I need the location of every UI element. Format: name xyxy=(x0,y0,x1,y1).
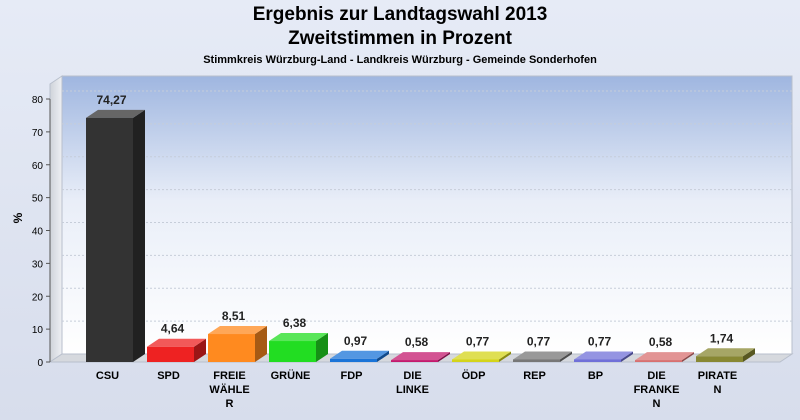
y-tick-label: 80 xyxy=(32,95,44,106)
bar xyxy=(86,109,145,362)
bar-front xyxy=(696,356,743,362)
bar xyxy=(513,351,572,362)
bar-top xyxy=(513,351,572,360)
y-tick-label: 70 xyxy=(32,128,44,139)
bar xyxy=(635,352,694,362)
data-label: 0,77 xyxy=(588,334,612,348)
x-tick-label: BP xyxy=(588,370,603,382)
x-tick-label: CSU xyxy=(96,370,119,382)
x-tick-label: REP xyxy=(523,370,546,382)
bar-top xyxy=(86,109,145,118)
bar xyxy=(147,338,206,362)
x-tick-label: SPD xyxy=(157,370,180,382)
data-label: 0,77 xyxy=(466,334,490,348)
x-tick-label: FDP xyxy=(341,370,363,382)
bar-side xyxy=(377,350,389,362)
chart-subtitle: Zweitstimmen in Prozent xyxy=(288,28,512,49)
bar-side xyxy=(194,338,206,362)
bar xyxy=(330,350,389,362)
y-tick-label: 40 xyxy=(32,227,44,238)
bar xyxy=(574,351,633,362)
bar-side xyxy=(438,352,450,362)
y-tick-label: 30 xyxy=(32,259,44,270)
y-tick-label: 0 xyxy=(37,358,43,369)
bar-top xyxy=(696,348,755,357)
bar-series: 74,27 4,64 8,51 6,38 0,97 0,58 0,77 0,77 0,77 0,5… xyxy=(86,93,755,362)
bar-side xyxy=(743,348,755,362)
x-tick-label: DIE LINKE xyxy=(396,370,429,396)
bar-top xyxy=(635,352,694,361)
data-label: 6,38 xyxy=(283,316,307,330)
bar-front xyxy=(452,359,499,362)
bar-top xyxy=(269,333,328,342)
data-label: 0,58 xyxy=(649,335,673,349)
bar-side xyxy=(621,351,633,362)
bar-front xyxy=(391,360,438,362)
x-tick-label: FREIE WÄHLE R xyxy=(209,370,249,410)
bar xyxy=(269,333,328,362)
bar-front xyxy=(574,359,621,362)
data-label: 1,74 xyxy=(710,331,734,345)
bar-front xyxy=(208,334,255,362)
bar-front xyxy=(86,117,133,362)
data-label: 0,97 xyxy=(344,334,368,348)
data-label: 4,64 xyxy=(161,322,185,336)
bar-top xyxy=(391,352,450,361)
bar-front xyxy=(269,341,316,362)
left-wall xyxy=(49,75,63,363)
chart-location: Stimmkreis Würzburg-Land - Landkreis Wür… xyxy=(203,54,597,66)
bar-front xyxy=(330,358,377,362)
bar-front xyxy=(513,359,560,362)
chart-title: Ergebnis zur Landtagswahl 2013 xyxy=(252,4,548,25)
bar-side xyxy=(682,352,694,362)
x-tick-label: GRÜNE xyxy=(271,369,311,382)
bar-front xyxy=(147,346,194,362)
data-label: 74,27 xyxy=(96,93,126,107)
data-label: 8,51 xyxy=(222,309,246,323)
bar-side xyxy=(255,326,267,362)
bar-top xyxy=(147,338,206,347)
bar xyxy=(208,326,267,362)
x-tick-label: PIRATE N xyxy=(698,370,738,396)
bar xyxy=(696,348,755,362)
bar-top xyxy=(574,351,633,360)
x-tick-label: DIE FRANKE N xyxy=(634,370,680,410)
bar-side xyxy=(316,333,328,362)
bar-side xyxy=(499,351,511,362)
bar xyxy=(391,352,450,362)
data-label: 0,58 xyxy=(405,335,429,349)
x-tick-label: ÖDP xyxy=(462,369,486,382)
bar-front xyxy=(635,360,682,362)
bar-top xyxy=(330,350,389,359)
y-tick-label: 10 xyxy=(32,325,44,336)
bar-top xyxy=(452,351,511,360)
plot-area xyxy=(61,75,793,355)
bar-side xyxy=(133,109,145,362)
y-tick-label: 60 xyxy=(32,161,44,172)
y-axis-label: % xyxy=(11,212,25,223)
bar-side xyxy=(560,351,572,362)
bar xyxy=(452,351,511,362)
bar-top xyxy=(208,326,267,335)
y-tick-label: 20 xyxy=(32,292,44,303)
data-label: 0,77 xyxy=(527,334,551,348)
y-tick-label: 50 xyxy=(32,194,44,205)
